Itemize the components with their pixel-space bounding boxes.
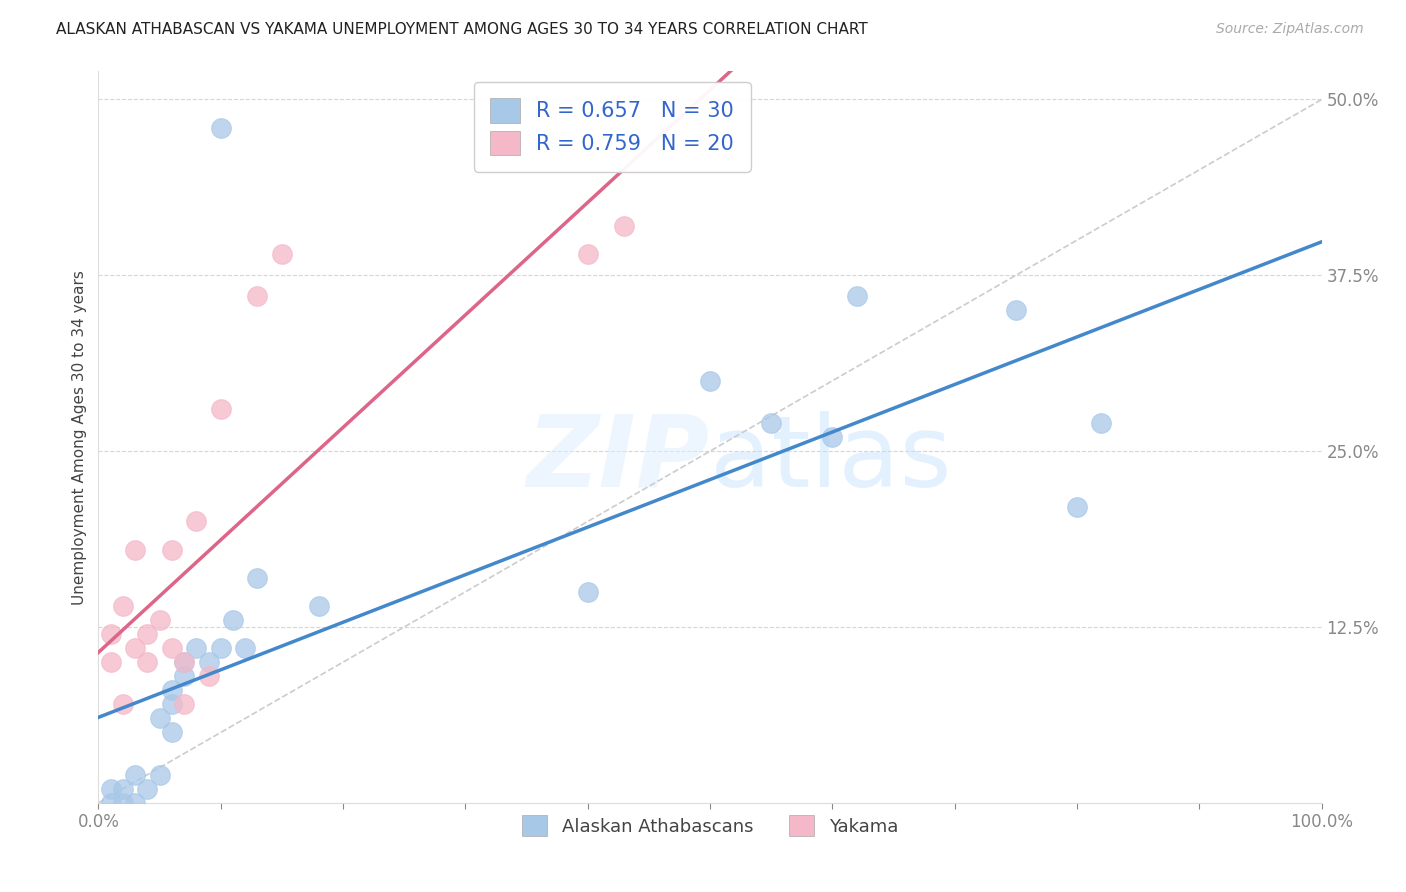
Point: [576, 584, 599, 599]
Point: [270, 247, 294, 261]
Point: [308, 599, 330, 613]
Point: [173, 655, 195, 669]
Point: [100, 627, 122, 641]
Point: [160, 683, 183, 698]
Point: [761, 416, 783, 430]
Point: [173, 669, 195, 683]
Point: [111, 599, 134, 613]
Text: Source: ZipAtlas.com: Source: ZipAtlas.com: [1216, 22, 1364, 37]
Point: [149, 767, 172, 781]
Text: ALASKAN ATHABASCAN VS YAKAMA UNEMPLOYMENT AMONG AGES 30 TO 34 YEARS CORRELATION : ALASKAN ATHABASCAN VS YAKAMA UNEMPLOYMEN…: [56, 22, 868, 37]
Point: [160, 641, 183, 656]
Legend: Alaskan Athabascans, Yakama: Alaskan Athabascans, Yakama: [513, 806, 907, 845]
Point: [111, 781, 134, 796]
Point: [1066, 500, 1088, 515]
Point: [209, 120, 232, 135]
Point: [1004, 303, 1026, 318]
Point: [233, 641, 256, 656]
Point: [111, 796, 134, 810]
Point: [160, 542, 183, 557]
Point: [246, 289, 269, 303]
Point: [124, 641, 146, 656]
Point: [136, 627, 159, 641]
Point: [100, 781, 122, 796]
Point: [173, 698, 195, 712]
Point: [160, 698, 183, 712]
Point: [100, 796, 122, 810]
Point: [100, 655, 122, 669]
Point: [149, 613, 172, 627]
Point: [197, 669, 219, 683]
Point: [197, 655, 219, 669]
Point: [124, 542, 146, 557]
Point: [136, 781, 159, 796]
Point: [1090, 416, 1112, 430]
Point: [111, 698, 134, 712]
Point: [845, 289, 868, 303]
Point: [149, 711, 172, 725]
Point: [209, 401, 232, 416]
Point: [576, 247, 599, 261]
Point: [173, 655, 195, 669]
Point: [222, 613, 245, 627]
Point: [246, 571, 269, 585]
Point: [209, 641, 232, 656]
Point: [186, 515, 208, 529]
Point: [124, 796, 146, 810]
Y-axis label: Unemployment Among Ages 30 to 34 years: Unemployment Among Ages 30 to 34 years: [72, 269, 87, 605]
Point: [160, 725, 183, 739]
Point: [186, 641, 208, 656]
Point: [124, 767, 146, 781]
Text: ZIP: ZIP: [527, 410, 710, 508]
Point: [699, 374, 721, 388]
Point: [613, 219, 636, 233]
Text: atlas: atlas: [710, 410, 952, 508]
Point: [136, 655, 159, 669]
Point: [821, 430, 844, 444]
